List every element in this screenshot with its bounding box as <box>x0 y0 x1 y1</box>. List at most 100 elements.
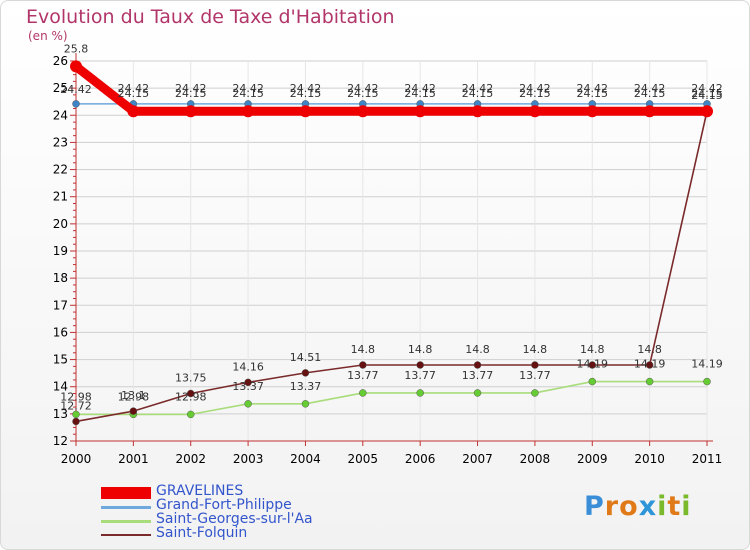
logo-letter: r <box>604 491 620 522</box>
data-point <box>244 400 252 408</box>
data-point <box>473 361 482 369</box>
series-line-0 <box>71 61 712 116</box>
legend-swatch <box>101 519 151 523</box>
data-label: 13.77 <box>347 369 379 382</box>
data-label: 24.42 <box>118 82 150 95</box>
y-tick-label: 14 <box>53 380 68 394</box>
legend-label: Saint-Folquin <box>156 525 248 541</box>
data-label: 14.51 <box>290 351 322 364</box>
data-point <box>531 361 539 369</box>
data-label: 24.42 <box>634 82 666 95</box>
data-point <box>645 361 654 369</box>
y-tick-label: 25 <box>53 81 68 95</box>
data-label: 24.15 <box>404 87 436 100</box>
legend-label: GRAVELINES <box>156 483 244 499</box>
data-labels: 25.824.15 24.15 24.15 24.15 24.15 24.15 24.15 2… <box>60 42 723 412</box>
series-line-2 <box>75 380 708 416</box>
data-point <box>184 105 197 118</box>
data-label: 24.15 <box>691 87 723 100</box>
x-tick-label: 2006 <box>405 452 436 466</box>
legend-swatch <box>101 534 151 536</box>
y-tick-label: 16 <box>53 325 68 339</box>
data-point <box>701 105 713 118</box>
grid <box>75 60 708 442</box>
legend-label: Grand-Fort-Philippe <box>156 497 292 513</box>
legend-swatch <box>101 487 151 499</box>
data-point <box>359 361 367 369</box>
data-point <box>72 417 80 426</box>
data-point <box>299 105 312 118</box>
y-tick-label: 22 <box>53 163 68 177</box>
series-line-3 <box>75 110 708 423</box>
data-point <box>528 105 541 118</box>
x-tick-label: 2011 <box>692 452 723 466</box>
data-label: 14.19 <box>634 358 666 371</box>
data-label: 24.15 <box>347 87 379 100</box>
logo-letter: o <box>619 491 639 522</box>
axes: 12 13 14 15 16 17 18 19 20 21 22 23 24 25 26 2000 2001 20… <box>53 53 723 466</box>
proxiti-logo: Proxiti <box>584 491 692 522</box>
data-point <box>588 377 597 386</box>
data-label: 24.42 <box>290 82 322 95</box>
data-label: 24.15 <box>175 87 207 100</box>
y-tick-label: 12 <box>53 434 68 448</box>
series-layer <box>70 60 713 426</box>
data-label: 12.98 <box>175 390 207 403</box>
y-tick-label: 24 <box>53 108 68 122</box>
data-point <box>186 410 195 419</box>
data-point <box>471 105 484 118</box>
y-tick-label: 19 <box>53 244 68 258</box>
data-point <box>416 361 424 369</box>
data-label: 12.98 <box>118 390 150 403</box>
data-label: 24.15 <box>519 87 551 100</box>
data-label: 14.8 <box>637 343 662 356</box>
data-point <box>416 389 424 397</box>
data-label: 25.8 <box>64 42 89 55</box>
data-label: 14.8 <box>580 343 605 356</box>
data-label: 24.15 <box>691 89 723 102</box>
data-label: 14.19 <box>577 358 609 371</box>
data-point <box>473 389 482 397</box>
x-tick-label: 2010 <box>634 452 665 466</box>
data-label: 24.15 <box>634 87 666 100</box>
data-label: 13.77 <box>462 369 494 382</box>
y-tick-label: 23 <box>53 135 68 149</box>
data-label: 14.8 <box>523 343 548 356</box>
data-label: 13.75 <box>175 372 207 385</box>
logo-letter: t <box>667 491 682 522</box>
data-point <box>359 389 367 397</box>
x-tick-label: 2001 <box>118 452 149 466</box>
data-point <box>127 105 140 118</box>
data-label: 24.42 <box>577 82 609 95</box>
data-label: 24.42 <box>404 82 436 95</box>
data-label: 13.77 <box>404 369 436 382</box>
y-axis-unit: (en %) <box>28 29 68 43</box>
legend-label: Saint-Georges-sur-l'Aa <box>156 511 313 527</box>
x-tick-label: 2007 <box>462 452 493 466</box>
x-tick-label: 2000 <box>61 452 92 466</box>
data-label: 24.42 <box>519 82 551 95</box>
y-tick-label: 21 <box>53 190 68 204</box>
data-label: 13.1 <box>121 389 146 402</box>
data-point <box>531 389 539 397</box>
data-label: 24.42 <box>462 82 494 95</box>
data-label: 13.37 <box>290 380 322 393</box>
data-label: 24.15 <box>577 87 609 100</box>
data-label: 12.72 <box>60 399 92 412</box>
data-point <box>643 105 656 118</box>
x-tick-label: 2004 <box>290 452 321 466</box>
data-label: 24.42 <box>691 82 723 95</box>
data-label: 12.98 <box>60 390 92 403</box>
legend-swatch <box>101 505 151 509</box>
data-label: 14.8 <box>465 343 490 356</box>
y-tick-label: 26 <box>53 54 68 68</box>
x-tick-label: 2002 <box>175 452 206 466</box>
y-tick-label: 13 <box>53 407 68 421</box>
data-point <box>70 60 82 73</box>
data-point <box>586 105 599 118</box>
logo-letter: i <box>657 491 668 522</box>
y-tick-label: 17 <box>53 298 68 312</box>
logo-letter: i <box>681 491 692 522</box>
